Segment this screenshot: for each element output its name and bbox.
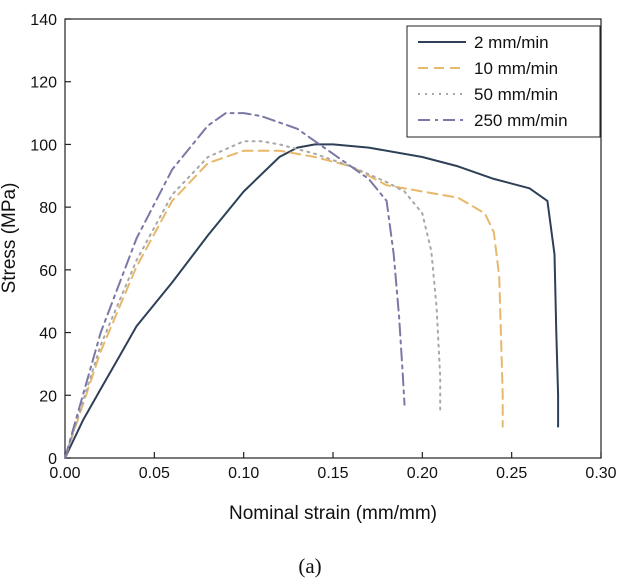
x-tick-label: 0.15 <box>317 465 348 482</box>
legend-label: 10 mm/min <box>474 59 558 78</box>
legend-items: 2 mm/min 10 mm/min 50 mm/min 250 mm/min <box>418 33 568 130</box>
y-tick-label: 40 <box>39 326 57 343</box>
legend-label: 2 mm/min <box>474 33 549 52</box>
y-axis-ticks: 0 20 40 60 80 100 120 140 <box>30 12 71 468</box>
y-axis-label: Stress (MPa) <box>0 183 20 294</box>
y-tick-label: 60 <box>39 263 57 280</box>
legend-label: 50 mm/min <box>474 85 558 104</box>
y-tick-label: 140 <box>30 12 57 29</box>
x-tick-label: 0.25 <box>496 465 527 482</box>
x-tick-label: 0.05 <box>139 465 170 482</box>
series-line-3 <box>64 140 442 459</box>
y-tick-label: 100 <box>30 137 57 154</box>
series-layer <box>64 112 560 459</box>
legend: 2 mm/min 10 mm/min 50 mm/min 250 mm/min <box>406 25 601 138</box>
x-tick-label: 0.00 <box>49 465 80 482</box>
y-tick-label: 0 <box>48 451 57 468</box>
y-tick-label: 120 <box>30 75 57 92</box>
series-line-2 <box>64 149 504 459</box>
series-line-1 <box>64 143 560 459</box>
legend-box <box>406 25 601 138</box>
y-tick-label: 20 <box>39 388 57 405</box>
x-tick-label: 0.30 <box>585 465 616 482</box>
x-axis-ticks: 0.00 0.05 0.10 0.15 0.20 0.25 0.30 <box>49 452 617 482</box>
y-tick-label: 80 <box>39 200 57 217</box>
x-tick-label: 0.10 <box>228 465 259 482</box>
legend-label: 250 mm/min <box>474 111 568 130</box>
series-line-4 <box>64 112 406 459</box>
figure-caption: (a) <box>298 554 321 578</box>
x-tick-label: 0.20 <box>407 465 438 482</box>
x-axis-label: Nominal strain (mm/mm) <box>229 503 437 524</box>
